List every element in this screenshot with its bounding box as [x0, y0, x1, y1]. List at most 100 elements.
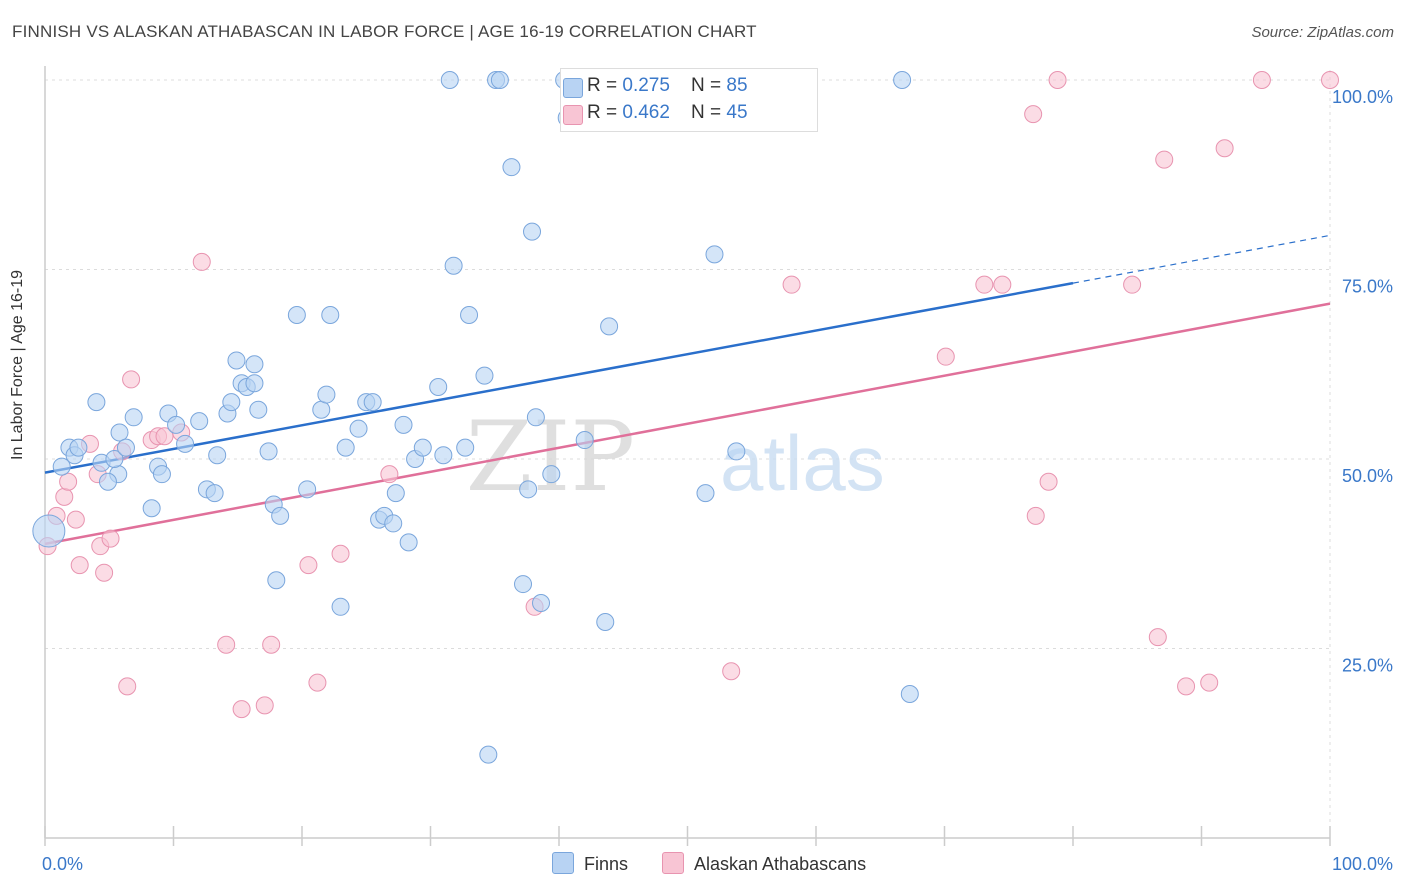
alaskan-point: [380, 465, 399, 484]
finns-point: [519, 480, 538, 499]
finns-point: [69, 438, 88, 457]
finns-point: [312, 400, 331, 419]
finns-point: [475, 366, 494, 385]
alaskan-r-label: R =: [587, 102, 623, 123]
alaskan-point: [782, 275, 801, 294]
alaskan-point: [331, 544, 350, 563]
alaskan-point: [308, 673, 327, 692]
finns-point: [460, 305, 479, 324]
finns-point: [444, 256, 463, 275]
axes: [44, 66, 1331, 846]
finns-point: [429, 377, 448, 396]
watermark-atlas: atlas: [720, 419, 885, 507]
grid-lines: [45, 70, 1331, 838]
legend-row-finns: R = 0.275 N = 85: [563, 75, 748, 98]
alaskan-n-value: 45: [726, 102, 748, 123]
alaskan-point: [1200, 673, 1219, 692]
finns-point: [514, 575, 533, 594]
finns-point: [384, 514, 403, 533]
legend-alaskan-label: Alaskan Athabascans: [694, 854, 867, 874]
finns-point: [434, 446, 453, 465]
finns-point: [394, 415, 413, 434]
finns-r-label: R =: [587, 75, 623, 96]
finns-point: [87, 393, 106, 412]
alaskan-point: [1048, 71, 1067, 89]
finns-point: [245, 355, 264, 374]
finns-point: [110, 423, 129, 442]
alaskan-point: [993, 275, 1012, 294]
alaskan-point: [299, 556, 318, 575]
finns-point: [259, 442, 278, 461]
legend-alaskan: Alaskan Athabascans: [662, 852, 866, 875]
legend-row-alaskan: R = 0.462 N = 45: [563, 102, 748, 125]
finns-point: [502, 158, 521, 177]
alaskan-point: [1024, 105, 1043, 124]
finns-point: [105, 450, 124, 468]
finns-point: [490, 71, 509, 89]
alaskan-point: [975, 275, 994, 294]
finns-point: [298, 480, 317, 499]
y-tick-label-50: 50.0%: [1342, 466, 1393, 486]
finns-point: [727, 442, 746, 461]
finns-point: [893, 71, 912, 89]
finns-point: [386, 484, 405, 503]
finns-point: [696, 484, 715, 503]
legend-finns: Finns: [552, 852, 628, 875]
stats-legend: R = 0.275 N = 85 R = 0.462 N = 45: [560, 68, 818, 132]
finns-point: [152, 465, 171, 484]
alaskan-point: [1123, 275, 1142, 294]
finns-point: [349, 419, 368, 438]
alaskan-point: [55, 487, 74, 506]
finns-point: [176, 434, 195, 453]
finns-point: [205, 484, 224, 503]
finns-trend-extension: [1072, 234, 1331, 284]
alaskan-point: [95, 563, 114, 582]
alaskan-point: [155, 427, 174, 446]
alaskan-point: [1252, 71, 1271, 89]
finns-point: [116, 438, 135, 457]
alaskan-point: [255, 696, 274, 715]
finns-point: [399, 533, 418, 552]
finns-point: [321, 305, 340, 324]
finns-point: [413, 438, 432, 457]
finns-point: [245, 374, 264, 393]
finns-point: [336, 438, 355, 457]
chart-title: FINNISH VS ALASKAN ATHABASCAN IN LABOR F…: [12, 22, 757, 41]
y-tick-label-100: 100.0%: [1332, 87, 1393, 107]
finns-point: [222, 393, 241, 412]
alaskan-point: [1215, 139, 1234, 158]
finns-n-label: N =: [691, 75, 727, 96]
finns-point: [705, 245, 724, 264]
alaskan-point: [1026, 506, 1045, 525]
source-label: Source: ZipAtlas.com: [1251, 24, 1394, 41]
finns-point: [575, 431, 594, 450]
finns-point: [317, 385, 336, 404]
finns-point: [124, 408, 143, 427]
alaskan-point: [1155, 150, 1174, 169]
finns-point: [208, 446, 227, 465]
finns-point: [600, 317, 619, 336]
finns-trend-line: [44, 281, 1074, 474]
finns-swatch: [563, 78, 583, 98]
alaskan-point: [262, 635, 281, 654]
finns-point: [142, 499, 161, 518]
alaskan-point: [1039, 472, 1058, 491]
legend-finns-swatch: [552, 852, 574, 874]
finns-point: [542, 465, 561, 484]
finns-point: [479, 745, 498, 764]
alaskan-n-label: N =: [691, 102, 727, 123]
finns-r-value: 0.275: [622, 75, 670, 96]
alaskan-point: [101, 529, 120, 548]
finns-point: [267, 571, 286, 590]
finns-point: [52, 457, 71, 476]
finns-point: [363, 393, 382, 412]
alaskan-swatch: [563, 105, 583, 125]
alaskan-point: [66, 510, 85, 529]
alaskan-point: [1177, 677, 1196, 696]
alaskan-point: [936, 347, 955, 366]
alaskan-point: [232, 700, 251, 719]
finns-point: [526, 408, 545, 427]
alaskan-r-value: 0.462: [622, 102, 670, 123]
legend-finns-label: Finns: [584, 854, 629, 874]
finns-n-value: 85: [726, 75, 748, 96]
